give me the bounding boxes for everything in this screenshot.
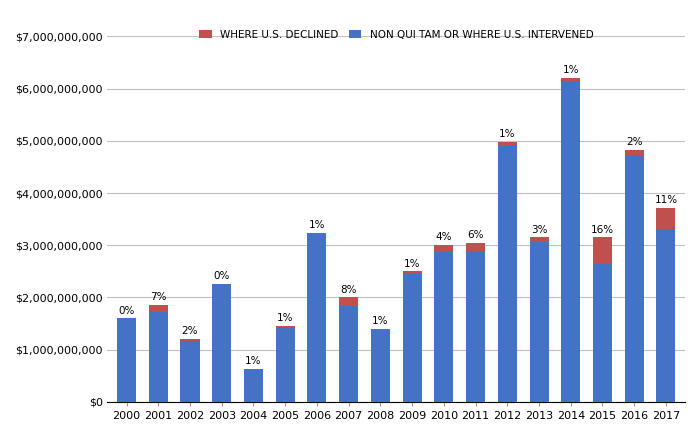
Text: 1%: 1% (563, 65, 579, 75)
Bar (339, 297, 358, 306)
Bar (276, 327, 295, 402)
Text: 1%: 1% (309, 220, 326, 230)
Bar (402, 271, 421, 272)
Bar (434, 252, 454, 402)
Text: 3%: 3% (531, 225, 547, 235)
Text: 1%: 1% (404, 259, 421, 269)
Bar (181, 341, 199, 402)
Bar (561, 82, 580, 402)
Bar (212, 284, 231, 402)
Bar (371, 330, 390, 402)
Text: 16%: 16% (591, 225, 614, 235)
Text: 2%: 2% (182, 327, 198, 337)
Bar (434, 245, 454, 252)
Bar (624, 150, 644, 155)
Text: 1%: 1% (372, 316, 389, 326)
Text: 11%: 11% (654, 195, 678, 205)
Text: 6%: 6% (468, 230, 484, 240)
Bar (148, 312, 168, 402)
Bar (657, 208, 675, 229)
Text: 7%: 7% (150, 293, 167, 303)
Bar (371, 329, 390, 330)
Bar (148, 305, 168, 312)
Bar (339, 306, 358, 402)
Text: 4%: 4% (435, 232, 452, 242)
Bar (402, 272, 421, 402)
Text: 1%: 1% (277, 313, 293, 324)
Bar (466, 252, 485, 402)
Bar (498, 145, 517, 402)
Bar (529, 242, 549, 402)
Bar (498, 142, 517, 145)
Bar (307, 233, 326, 235)
Text: 2%: 2% (626, 137, 643, 147)
Bar (181, 339, 199, 341)
Bar (244, 369, 263, 402)
Bar (307, 235, 326, 402)
Text: 1%: 1% (499, 129, 516, 140)
Text: 1%: 1% (245, 356, 262, 366)
Bar (593, 264, 612, 402)
Bar (117, 318, 136, 402)
Bar (529, 238, 549, 242)
Legend: WHERE U.S. DECLINED, NON QUI TAM OR WHERE U.S. INTERVENED: WHERE U.S. DECLINED, NON QUI TAM OR WHER… (196, 27, 596, 43)
Bar (561, 78, 580, 82)
Bar (593, 238, 612, 264)
Text: 0%: 0% (118, 306, 134, 316)
Bar (466, 243, 485, 252)
Bar (624, 155, 644, 402)
Bar (276, 326, 295, 327)
Bar (657, 229, 675, 402)
Text: 0%: 0% (214, 271, 230, 281)
Text: 8%: 8% (340, 285, 357, 295)
